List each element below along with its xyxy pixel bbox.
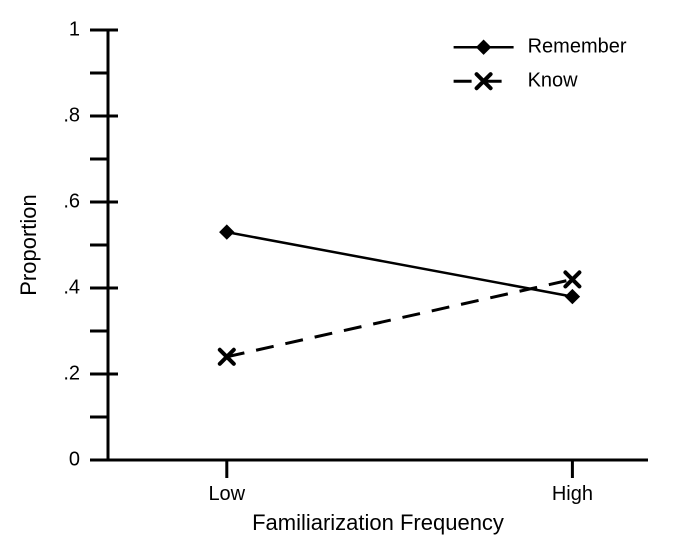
y-tick-label: 1 bbox=[69, 18, 80, 40]
line-chart: 0 .2 .4 .6 .8 1 Proportion Low High Familiarizati… bbox=[0, 0, 682, 553]
y-tick-label: .2 bbox=[63, 362, 80, 384]
y-tick-label: .4 bbox=[63, 276, 80, 298]
y-tick-label: 0 bbox=[69, 448, 80, 470]
y-tick-label: .6 bbox=[63, 190, 80, 212]
x-tick-label: High bbox=[552, 483, 593, 505]
y-axis-label: Proportion bbox=[16, 194, 41, 296]
y-tick-label: .8 bbox=[63, 104, 80, 126]
legend-label: Remember bbox=[528, 35, 627, 57]
x-axis-label: Familiarization Frequency bbox=[252, 510, 504, 535]
x-tick-label: Low bbox=[208, 483, 245, 505]
legend-label: Know bbox=[528, 69, 579, 91]
